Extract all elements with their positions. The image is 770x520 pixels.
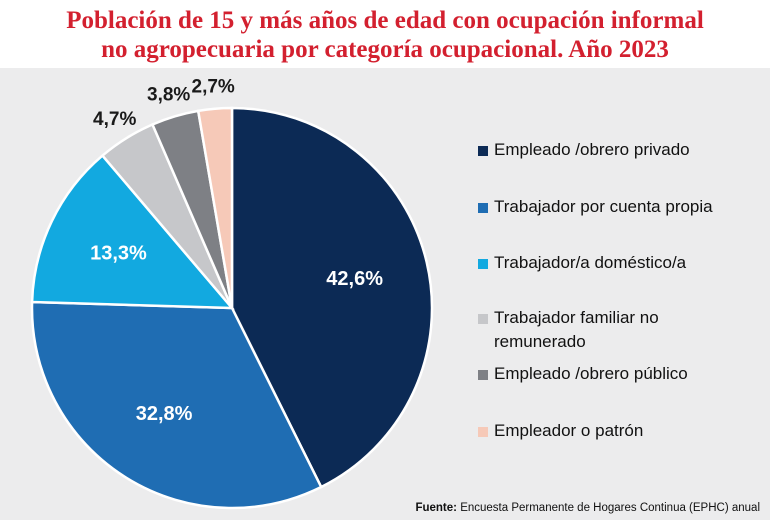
legend-item-trabajador-por-cuenta-propia: Trabajador por cuenta propia (478, 195, 749, 219)
slice-label-trabajador-a-domestico-a: 13,3% (90, 242, 147, 264)
legend-label: Empleado /obrero público (494, 364, 688, 383)
slice-label-trabajador-por-cuenta-propia: 32,8% (136, 403, 193, 425)
legend-swatch (478, 370, 488, 380)
pie-slice-empleador-o-patron (196, 106, 234, 309)
legend-label: Trabajador por cuenta propia (494, 197, 713, 216)
chart-title: Población de 15 y más años de edad con o… (0, 6, 770, 64)
slice-label-empleado-obrero-privado: 42,6% (326, 268, 383, 290)
source-text: Encuesta Permanente de Hogares Continua … (460, 502, 760, 514)
legend-label: Trabajador familiar no remunerado (494, 308, 659, 351)
pie-slice-trabajador-por-cuenta-propia (30, 300, 323, 510)
legend-swatch (478, 259, 488, 269)
pie-chart: 42,6% 32,8% 13,3% 4,7% 3,8% 2,7% (30, 76, 434, 510)
legend-swatch (478, 314, 488, 324)
legend-label: Trabajador/a doméstico/a (494, 253, 687, 272)
legend-item-empleado-obrero-publico: Empleado /obrero público (478, 362, 749, 386)
legend-swatch (478, 427, 488, 437)
pie-slice-empleado-obrero-privado (230, 106, 434, 489)
legend-item-trabajador-familiar-no-remunerado: Trabajador familiar no remunerado (478, 306, 749, 354)
chart-title-line-2: no agropecuaria por categoría ocupaciona… (101, 36, 669, 63)
slice-label-trabajador-familiar-no-remunerado: 4,7% (93, 109, 136, 130)
legend-item-empleado-obrero-privado: Empleado /obrero privado (478, 138, 749, 162)
legend-label: Empleador o patrón (494, 421, 644, 440)
legend-swatch (478, 146, 488, 156)
source-note: Fuente: Encuesta Permanente de Hogares C… (415, 502, 760, 514)
pie-slice-trabajador-a-domestico-a (30, 153, 235, 310)
legend-item-trabajador-a-domestico-a: Trabajador/a doméstico/a (478, 251, 749, 275)
chart-title-line-1: Población de 15 y más años de edad con o… (66, 7, 704, 34)
slice-label-empleado-obrero-publico: 3,8% (147, 85, 190, 106)
legend-swatch (478, 203, 488, 213)
slice-label-empleador-o-patron: 2,7% (192, 76, 235, 97)
source-label: Fuente: (415, 502, 457, 514)
legend-item-empleador-o-patron: Empleador o patrón (478, 419, 749, 443)
legend-label: Empleado /obrero privado (494, 140, 690, 159)
